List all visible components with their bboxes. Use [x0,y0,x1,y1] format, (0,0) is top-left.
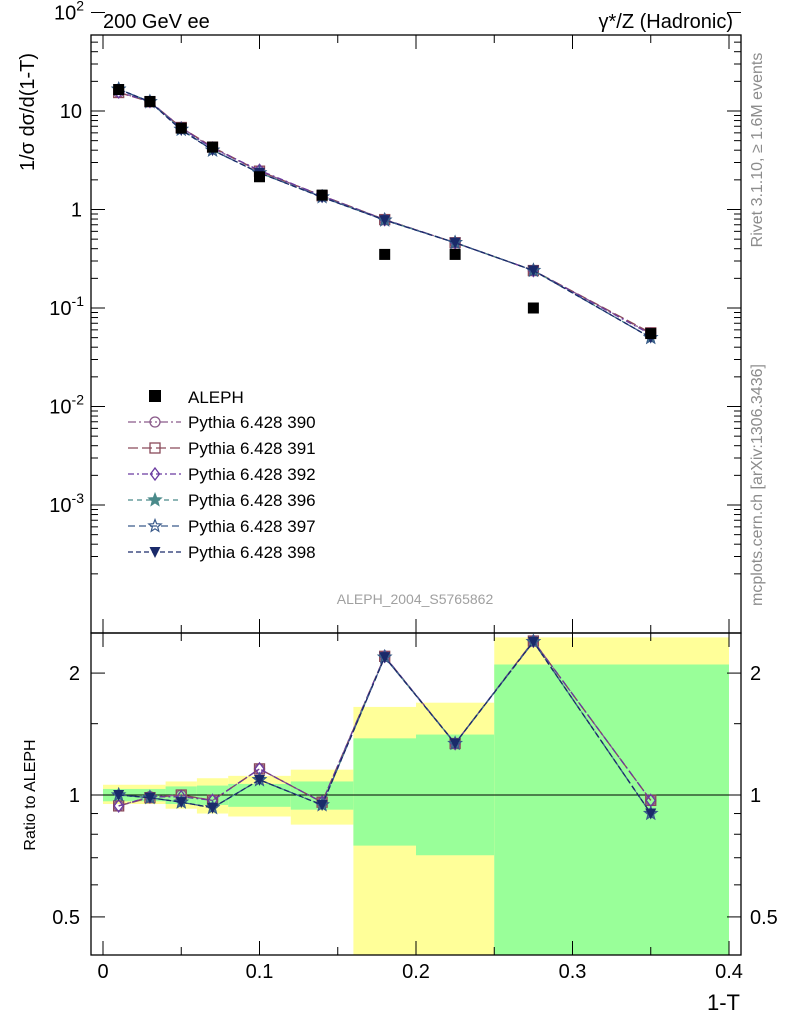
band-stat-7 [494,664,729,955]
legend-label-0: Pythia 6.428 390 [188,413,316,432]
main-series-point-5 [449,237,461,249]
x-axis-label: 1-T [707,990,740,1015]
aleph-data-point [449,248,461,260]
header-right-label: γ*/Z (Hadronic) [599,11,733,33]
ratio-series-point-5 [175,797,187,809]
main-y-axis-label: 1/σ dσ/d(1-T) [17,53,39,171]
x-tick-label: 0 [97,961,108,983]
legend-marker-5 [149,547,161,558]
axis-tick-labels: 10-3 10-2 10-1 1 10 102 0 0.1 0.2 0.3 0.4 0.5 0.5 1 1 2… [49,0,778,983]
main-panel-series [110,80,659,345]
mcplots-citation-label: mcplots.cern.ch [arXiv:1306.3436] [749,364,766,606]
aleph-data-point [144,95,156,107]
header-left-label: 200 GeV ee [103,11,210,33]
ratio-uncertainty-bands [103,637,729,955]
ratio-series-point-5 [645,808,657,820]
main-y-tick-label: 10-1 [49,293,84,320]
aleph-data-point [645,328,657,340]
band-stat-5 [353,738,416,846]
ratio-series-point-5 [254,774,265,786]
aleph-data-point [113,84,125,96]
legend-label-1: Pythia 6.428 391 [188,439,316,458]
legend-marker-4 [147,517,163,533]
main-y-tick-label: 1 [71,200,82,222]
ratio-y-tick-label-right: 2 [750,663,761,685]
legend-label-3: Pythia 6.428 396 [188,491,316,510]
ratio-y-tick-label-right: 0.5 [750,907,778,929]
main-series-line-2 [118,91,652,335]
legend-marker-aleph [149,390,161,402]
analysis-watermark: ALEPH_2004_S5765862 [337,591,494,607]
legend-label-aleph: ALEPH [188,388,244,407]
main-series-line-4 [118,88,652,339]
legend-marker-3 [147,491,163,507]
ratio-series-point-5 [113,790,125,801]
main-series-point-5 [527,265,539,277]
ratio-series-point-5 [316,799,328,811]
ratio-y-tick-label-left: 0.5 [52,907,80,929]
aleph-data-point [527,302,539,314]
ratio-series-point-2 [113,798,124,813]
ratio-series-point-5 [207,802,219,814]
x-tick-label: 0.4 [715,961,743,983]
aleph-data-point [254,171,265,183]
legend-label-4: Pythia 6.428 397 [188,517,316,536]
x-tick-label: 0.1 [246,961,274,983]
ratio-y-tick-label-left: 1 [69,785,80,807]
main-y-tick-label: 10-2 [49,392,84,419]
rivet-version-label: Rivet 3.1.10, ≥ 1.6M events [749,53,766,248]
ratio-series-point-5 [449,738,461,750]
legend-marker-2 [149,466,161,482]
ratio-y-tick-label-left: 2 [69,663,80,685]
ratio-series-line-5 [118,640,652,814]
aleph-data-point [175,122,187,134]
main-y-tick-label: 10-3 [49,490,84,517]
x-tick-label: 0.2 [402,961,430,983]
legend-marker-1 [149,442,161,454]
main-y-tick-label: 10 [60,101,82,123]
main-series-point-5 [379,215,391,227]
ratio-series-line-2 [118,639,652,807]
main-y-tick-label: 102 [54,0,84,25]
legend-label-5: Pythia 6.428 398 [188,543,316,562]
aleph-data-point [379,248,391,260]
aleph-data-point [207,141,219,153]
ratio-series-point-5 [379,652,391,664]
ratio-series-point-5 [527,636,539,648]
legend-marker-0 [149,416,161,428]
ratio-series-point-5 [144,792,156,804]
aleph-data-point [316,189,328,201]
ratio-panel-series [110,633,659,821]
axes-frame [90,12,742,956]
x-tick-label: 0.3 [559,961,587,983]
ratio-y-axis-label: Ratio to ALEPH [22,739,39,850]
ratio-y-tick-label-right: 1 [750,785,761,807]
legend-label-2: Pythia 6.428 392 [188,465,316,484]
legend: ALEPH Pythia 6.428 390 Pythia 6.428 391 Pyt… [128,388,316,562]
